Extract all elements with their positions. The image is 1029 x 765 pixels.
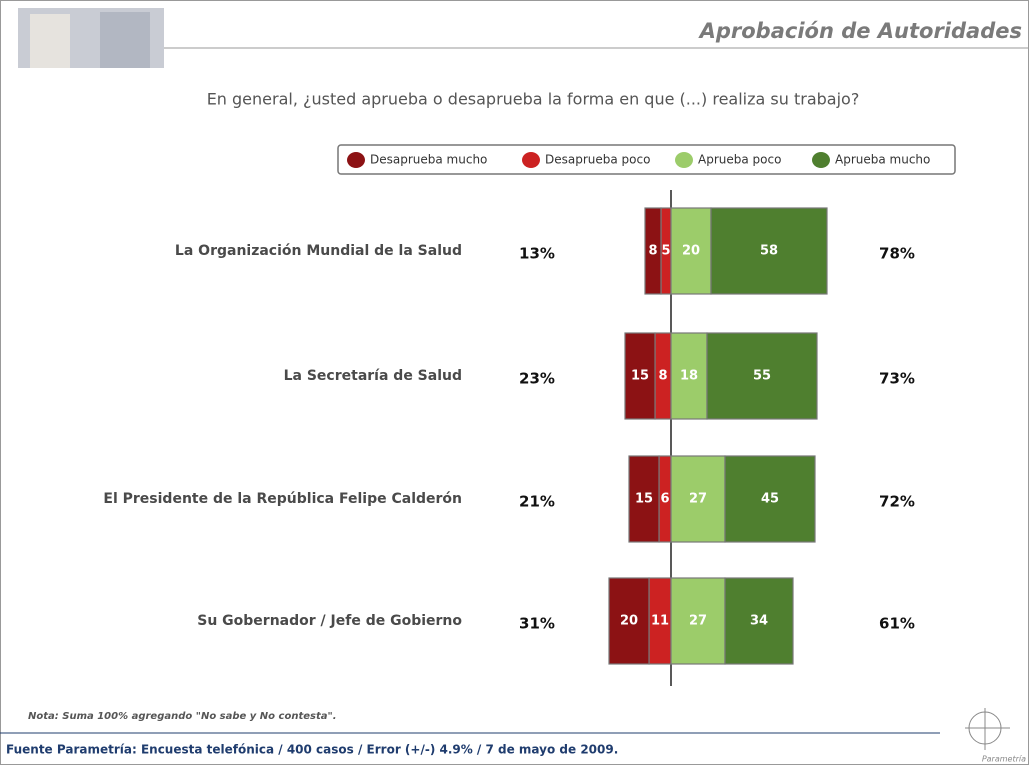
bar-segment [670, 207, 712, 295]
legend-marker [347, 152, 365, 168]
approve-total: 72% [879, 493, 915, 511]
disapprove-total: 23% [519, 370, 555, 388]
segment-label: 11 [651, 614, 669, 629]
segment-label: 27 [689, 614, 707, 629]
disapprove-total: 13% [519, 245, 555, 263]
legend-box [337, 144, 956, 175]
source: Fuente Parametría: Encuesta telefónica /… [6, 743, 618, 757]
bar-segment [624, 332, 656, 420]
bar-segment [608, 577, 650, 665]
legend-marker [812, 152, 830, 168]
category-label: Su Gobernador / Jefe de Gobierno [197, 613, 462, 629]
segment-label: 6 [660, 492, 669, 507]
approve-total: 61% [879, 615, 915, 633]
legend-label: Aprueba mucho [835, 153, 930, 167]
bar-segment [724, 577, 794, 665]
header-title: Aprobación de Autoridades [698, 19, 1022, 43]
segment-label: 55 [753, 369, 771, 384]
bar-segment [710, 207, 828, 295]
bar-segment [628, 455, 660, 543]
category-label: La Organización Mundial de la Salud [175, 243, 462, 259]
segment-label: 27 [689, 492, 707, 507]
segment-label: 8 [658, 369, 667, 384]
approve-total: 78% [879, 245, 915, 263]
segment-label: 20 [620, 614, 638, 629]
chart-title: En general, ¿usted aprueba o desaprueba … [207, 90, 860, 109]
bar-segment [670, 577, 726, 665]
approve-total: 73% [879, 370, 915, 388]
bar-segment [644, 207, 662, 295]
segment-label: 20 [682, 244, 700, 259]
bar-segment [706, 332, 818, 420]
header-photo-detail [30, 14, 70, 68]
header-photo-detail [100, 12, 150, 68]
segment-label: 58 [760, 244, 778, 259]
disapprove-total: 31% [519, 615, 555, 633]
legend-label: Aprueba poco [698, 153, 781, 167]
note: Nota: Suma 100% agregando "No sabe y No … [28, 711, 337, 722]
segment-label: 8 [648, 244, 657, 259]
segment-label: 18 [680, 369, 698, 384]
segment-label: 45 [761, 492, 779, 507]
bar-segment [724, 455, 816, 543]
segment-label: 5 [661, 244, 670, 259]
segment-label: 34 [750, 614, 768, 629]
category-label: La Secretaría de Salud [284, 368, 462, 384]
segment-label: 15 [635, 492, 653, 507]
category-label: El Presidente de la República Felipe Cal… [103, 491, 462, 507]
legend-label: Desaprueba mucho [370, 153, 487, 167]
legend-marker [675, 152, 693, 168]
bar-segment [670, 455, 726, 543]
legend-label: Desaprueba poco [545, 153, 650, 167]
disapprove-total: 21% [519, 493, 555, 511]
legend-marker [522, 152, 540, 168]
logo: Parametría [982, 755, 1026, 764]
segment-label: 15 [631, 369, 649, 384]
